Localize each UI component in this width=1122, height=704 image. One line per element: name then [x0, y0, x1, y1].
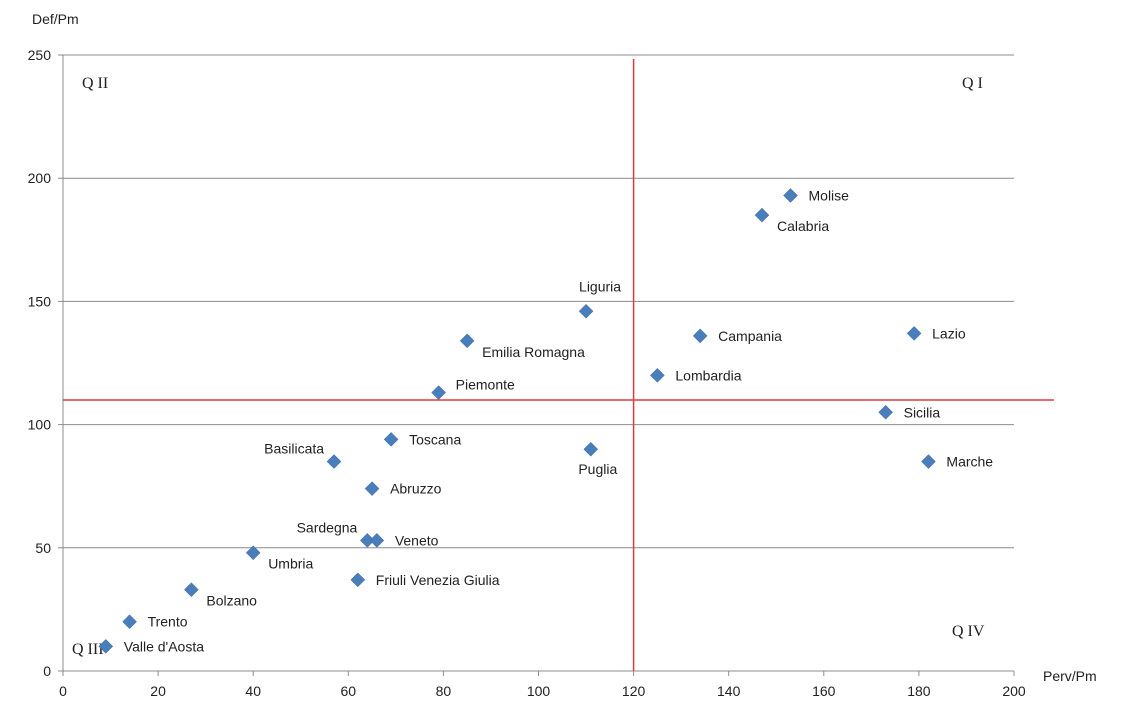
y-tick-label-150: 150 [28, 293, 52, 309]
point-label-calabria: Calabria [777, 218, 829, 234]
point-label-puglia: Puglia [578, 461, 617, 477]
x-tick-label-160: 160 [812, 683, 836, 699]
x-tick-label-80: 80 [436, 683, 452, 699]
x-tick-label-60: 60 [341, 683, 357, 699]
y-axis-title: Def/Pm [32, 11, 79, 27]
point-campania [692, 328, 708, 344]
point-label-basilicata: Basilicata [264, 441, 324, 457]
x-tick-label-180: 180 [907, 683, 931, 699]
tick-labels: 0 50 100 150 200 250 0 20 40 60 80 100 120 140 160 180 2… [28, 47, 1026, 699]
point-veneto [369, 533, 385, 548]
point-liguria [578, 303, 594, 319]
point-marche [921, 454, 936, 469]
y-tick-label-50: 50 [35, 540, 51, 556]
point-trento [122, 614, 137, 630]
x-tick-label-120: 120 [622, 683, 646, 699]
axes [58, 54, 1015, 676]
x-tick-label-100: 100 [527, 683, 551, 699]
x-tick-label-200: 200 [1002, 683, 1026, 699]
x-tick-label-20: 20 [150, 683, 166, 699]
y-tick-label-100: 100 [28, 417, 52, 433]
gridlines [63, 54, 1014, 549]
point-puglia [583, 441, 599, 457]
point-label-abruzzo: Abruzzo [390, 481, 442, 497]
y-tick-label-0: 0 [43, 663, 51, 679]
point-piemonte [431, 385, 446, 400]
point-toscana [383, 432, 399, 447]
point-label-friuli-venezia-giulia: Friuli Venezia Giulia [376, 572, 500, 588]
point-lombardia [650, 367, 665, 383]
point-label-sardegna: Sardegna [297, 519, 358, 535]
point-calabria [754, 207, 770, 223]
point-label-umbria: Umbria [268, 556, 313, 572]
point-label-campania: Campania [718, 328, 782, 344]
quadrant-q3-label: Q III [72, 641, 104, 658]
point-bolzano [184, 582, 199, 598]
point-emilia-romagna [459, 333, 475, 349]
point-label-piemonte: Piemonte [456, 377, 515, 393]
quadrant-q1-label: Q I [962, 75, 983, 92]
y-tick-label-200: 200 [28, 170, 52, 186]
point-label-lazio: Lazio [932, 325, 966, 341]
point-label-bolzano: Bolzano [206, 593, 257, 609]
point-label-trento: Trento [148, 614, 188, 630]
point-valle-d-aosta [98, 639, 114, 654]
x-tick-label-140: 140 [717, 683, 741, 699]
point-label-molise: Molise [809, 187, 850, 203]
point-label-liguria: Liguria [579, 278, 621, 294]
x-tick-label-40: 40 [245, 683, 261, 699]
quadrant-q2-label: Q II [82, 75, 108, 92]
point-abruzzo [364, 481, 380, 497]
point-label-emilia-romagna: Emilia Romagna [482, 344, 585, 360]
y-tick-label-250: 250 [28, 47, 52, 63]
x-tick-label-0: 0 [59, 683, 67, 699]
point-label-marche: Marche [946, 454, 993, 470]
reference-lines [63, 59, 1054, 671]
point-label-sicilia: Sicilia [904, 404, 941, 420]
point-sicilia [878, 404, 893, 420]
point-lazio [906, 326, 922, 341]
point-label-valle-d-aosta: Valle d'Aosta [124, 638, 204, 654]
point-basilicata [326, 454, 342, 469]
x-axis-title: Perv/Pm [1043, 668, 1097, 684]
data-points [98, 188, 936, 654]
point-label-lombardia: Lombardia [675, 367, 741, 383]
point-label-veneto: Veneto [395, 532, 439, 548]
point-label-toscana: Toscana [409, 431, 461, 447]
point-umbria [245, 545, 261, 561]
point-labels: Molise Calabria Liguria Emilia Romagna Campa… [124, 187, 994, 654]
point-molise [783, 188, 798, 203]
quadrant-q4-label: Q IV [952, 623, 985, 640]
point-friuli-venezia-giulia [350, 572, 366, 588]
